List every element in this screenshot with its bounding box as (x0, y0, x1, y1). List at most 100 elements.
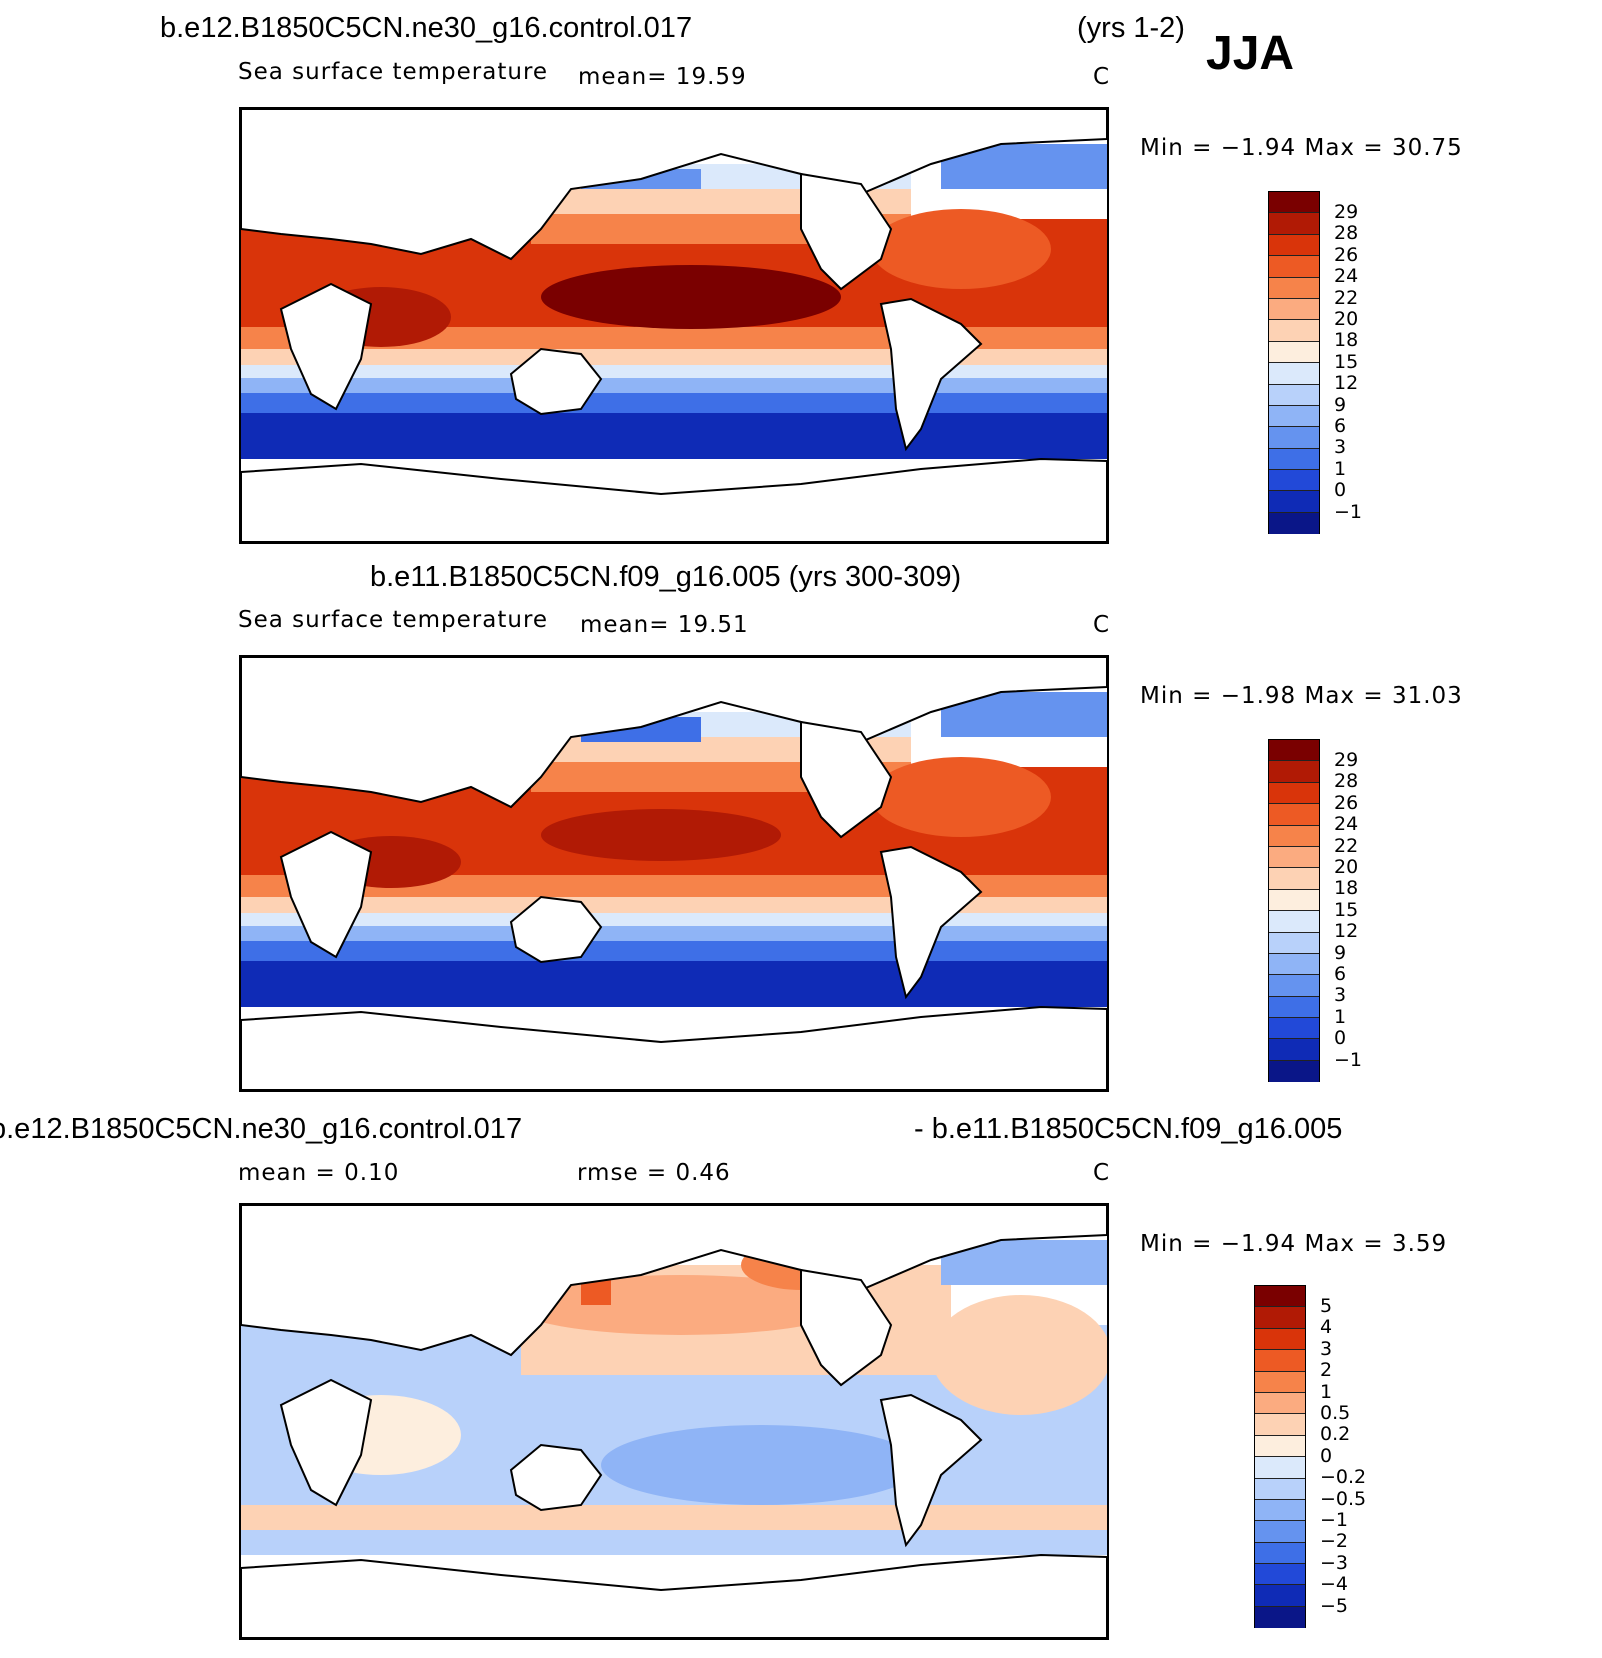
panel3-colorbar-swatch (1255, 1457, 1305, 1479)
panel2-colorbar-swatch (1269, 1018, 1319, 1040)
panel2-colorbar-tick: 12 (1334, 920, 1359, 942)
panel1-colorbar-tick: 6 (1334, 415, 1347, 437)
panel2-colorbar-tick: 22 (1334, 835, 1359, 857)
season-label: JJA (1206, 27, 1295, 80)
panel3-minmax: Min = −1.94 Max = 3.59 (1140, 1231, 1448, 1257)
panel2-colorbar-tick: 18 (1334, 877, 1359, 899)
panel3-colorbar-tick: −1 (1320, 1509, 1349, 1531)
panel1-map (239, 107, 1109, 544)
panel3-land-mask (241, 1205, 1107, 1638)
panel2-colorbar-swatch (1269, 825, 1319, 847)
panel3-colorbar-tick: 0.2 (1320, 1423, 1351, 1445)
panel1-colorbar-tick: 28 (1334, 222, 1359, 244)
panel3-title-right: - b.e11.B1850C5CN.f09_g16.005 (914, 1113, 1343, 1145)
panel3-mean-value: mean = 0.10 (238, 1160, 400, 1186)
panel1-unit: C (1093, 64, 1111, 90)
panel3-colorbar-tick: 3 (1320, 1338, 1333, 1360)
panel3-colorbar-swatch (1255, 1499, 1305, 1522)
panel1-colorbar-tick: −1 (1334, 501, 1363, 523)
panel1-land-mask (241, 109, 1107, 542)
panel2-colorbar-swatch (1269, 996, 1319, 1019)
panel2-colorbar-tick: 0 (1334, 1027, 1347, 1049)
panel2-colorbar-swatch (1269, 804, 1319, 826)
panel2-unit: C (1093, 612, 1111, 638)
panel3-colorbar-swatch (1255, 1286, 1305, 1308)
panel2-minmax: Min = −1.98 Max = 31.03 (1140, 683, 1463, 709)
panel1-colorbar-swatch (1269, 470, 1319, 492)
panel2-colorbar-swatch (1269, 1039, 1319, 1061)
panel2-colorbar-swatch (1269, 740, 1319, 762)
panel1-colorbar-tick: 12 (1334, 372, 1359, 394)
panel1-colorbar-swatch (1269, 491, 1319, 513)
panel2-mean-value: mean= 19.51 (580, 612, 749, 638)
panel2-colorbar-tick: −1 (1334, 1049, 1363, 1071)
panel1-colorbar-tick: 3 (1334, 436, 1347, 458)
panel3-map (239, 1203, 1109, 1640)
panel3-colorbar-swatch (1255, 1521, 1305, 1543)
panel2-colorbar-swatch (1269, 868, 1319, 890)
panel2-colorbar-swatch (1269, 782, 1319, 805)
panel3-colorbar-tick: 0.5 (1320, 1402, 1351, 1424)
panel2-land-mask (241, 657, 1107, 1090)
panel2-colorbar-tick: 26 (1334, 792, 1359, 814)
panel3-colorbar-swatch (1255, 1585, 1305, 1607)
panel3-colorbar-tick: −2 (1320, 1530, 1349, 1552)
panel2-colorbar-swatch (1269, 1060, 1319, 1083)
panel1-colorbar (1268, 191, 1320, 535)
panel1-colorbar-swatch (1269, 512, 1319, 535)
panel1-title-right: (yrs 1-2) (1077, 12, 1185, 44)
panel2-colorbar-tick: 9 (1334, 942, 1347, 964)
panel3-colorbar-tick: 4 (1320, 1316, 1333, 1338)
panel2-colorbar-swatch (1269, 846, 1319, 869)
panel3-colorbar-swatch (1255, 1564, 1305, 1586)
panel3-unit: C (1093, 1160, 1111, 1186)
panel1-minmax: Min = −1.94 Max = 30.75 (1140, 135, 1463, 161)
panel1-colorbar-swatch (1269, 192, 1319, 214)
panel3-colorbar-swatch (1255, 1392, 1305, 1415)
panel1-colorbar-swatch (1269, 213, 1319, 235)
panel3-colorbar-swatch (1255, 1371, 1305, 1393)
panel2-colorbar-tick: 20 (1334, 856, 1359, 878)
panel1-colorbar-tick: 26 (1334, 244, 1359, 266)
panel1-colorbar-tick: 18 (1334, 329, 1359, 351)
panel2-colorbar-tick: 6 (1334, 963, 1347, 985)
panel2-title: b.e11.B1850C5CN.f09_g16.005 (yrs 300-309… (370, 561, 962, 593)
panel1-title-left: b.e12.B1850C5CN.ne30_g16.control.017 (160, 12, 693, 44)
panel3-colorbar-tick: −0.5 (1320, 1488, 1367, 1510)
panel3-colorbar (1254, 1285, 1306, 1629)
panel3-title-left: b.e12.B1850C5CN.ne30_g16.control.017 (0, 1113, 523, 1145)
panel2-colorbar (1268, 739, 1320, 1083)
panel3-colorbar-swatch (1255, 1328, 1305, 1351)
panel1-colorbar-swatch (1269, 384, 1319, 406)
panel2-colorbar-tick: 15 (1334, 899, 1359, 921)
panel1-colorbar-swatch (1269, 277, 1319, 299)
panel3-colorbar-tick: 2 (1320, 1359, 1333, 1381)
panel3-colorbar-tick: −5 (1320, 1595, 1349, 1617)
panel1-colorbar-swatch (1269, 448, 1319, 471)
panel3-colorbar-tick: −4 (1320, 1573, 1349, 1595)
panel3-colorbar-tick: −3 (1320, 1552, 1349, 1574)
panel1-colorbar-tick: 1 (1334, 458, 1347, 480)
panel1-colorbar-tick: 29 (1334, 201, 1359, 223)
panel2-colorbar-swatch (1269, 975, 1319, 997)
panel3-colorbar-swatch (1255, 1435, 1305, 1458)
panel2-colorbar-tick: 3 (1334, 984, 1347, 1006)
panel1-colorbar-swatch (1269, 427, 1319, 449)
panel1-colorbar-tick: 24 (1334, 265, 1359, 287)
panel1-colorbar-tick: 0 (1334, 479, 1347, 501)
panel3-colorbar-tick: 1 (1320, 1381, 1333, 1403)
panel1-colorbar-swatch (1269, 405, 1319, 428)
panel2-colorbar-swatch (1269, 889, 1319, 912)
panel3-rmse-value: rmse = 0.46 (577, 1160, 731, 1186)
panel1-colorbar-swatch (1269, 363, 1319, 385)
panel1-colorbar-swatch (1269, 341, 1319, 364)
panel2-colorbar-swatch (1269, 953, 1319, 976)
panel1-colorbar-tick: 15 (1334, 351, 1359, 373)
panel2-colorbar-tick: 24 (1334, 813, 1359, 835)
panel1-colorbar-tick: 9 (1334, 394, 1347, 416)
panel1-colorbar-tick: 20 (1334, 308, 1359, 330)
panel1-colorbar-swatch (1269, 298, 1319, 321)
panel3-colorbar-tick: −0.2 (1320, 1466, 1367, 1488)
panel2-variable-label: Sea surface temperature (238, 607, 549, 633)
panel3-colorbar-swatch (1255, 1478, 1305, 1500)
